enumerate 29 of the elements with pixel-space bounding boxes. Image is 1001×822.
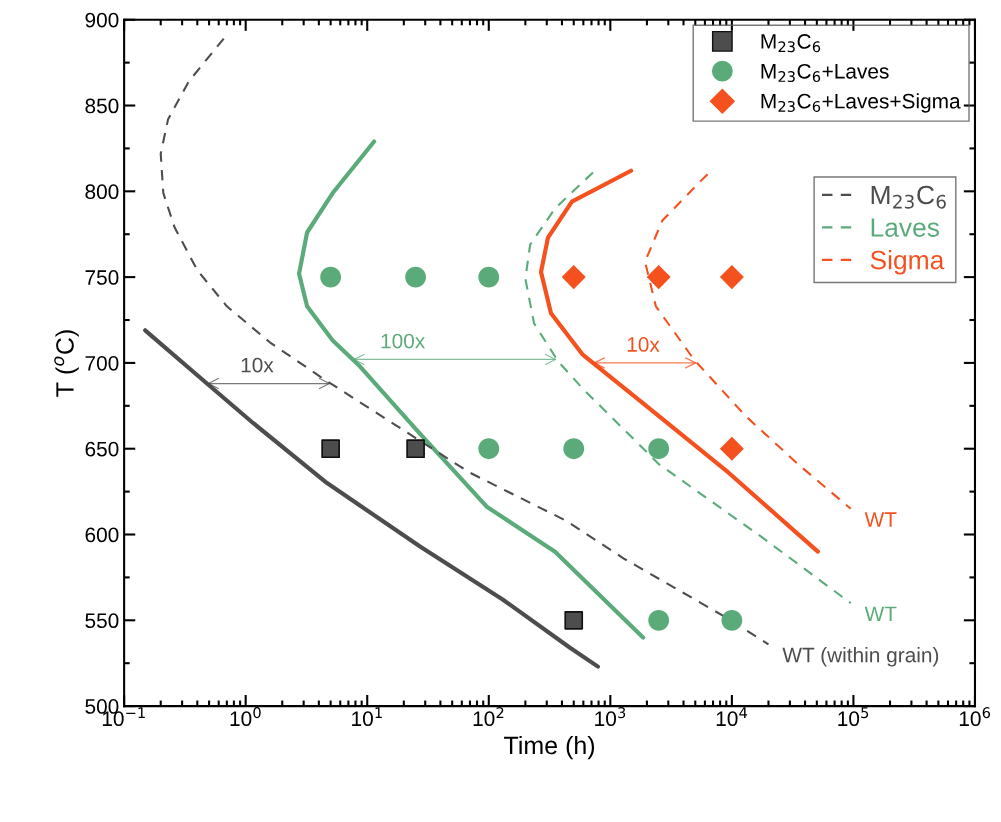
annotation: WT (within grain) — [782, 647, 939, 667]
legend-label: Laves — [871, 218, 939, 237]
y-axis-title: T ($^{o}$C) — [54, 330, 79, 397]
x-axis-title: Time (h) — [504, 735, 595, 760]
legend-label: M$_{23}$C$_{6}$+Laves — [761, 63, 889, 83]
y-tick-label: 850 — [85, 98, 119, 114]
x-tick-label: 10$^{6}$ — [959, 707, 991, 727]
x-tick-label: 10$^{1}$ — [352, 707, 382, 727]
y-tick-label: 600 — [85, 527, 119, 543]
legend-label: M$_{23}$C$_{6}$ — [871, 185, 946, 209]
y-tick-label: 650 — [85, 441, 119, 457]
y-tick-label: 700 — [85, 355, 119, 371]
legend-label: M$_{23}$C$_{6}$ — [761, 34, 821, 53]
x-tick-label: 10$^{2}$ — [473, 707, 504, 727]
annotation: 100x — [381, 333, 425, 349]
annotation: 10x — [241, 357, 274, 373]
y-tick-label: 900 — [85, 12, 119, 28]
y-tick-label: 750 — [85, 270, 119, 285]
x-tick-label: 10$^{0}$ — [230, 707, 261, 727]
annotation: WT — [864, 606, 897, 622]
legend-label: M$_{23}$C$_{6}$+Laves+Sigma — [761, 93, 961, 113]
x-tick-label: 10$^{3}$ — [595, 707, 626, 727]
x-tick-label: 10$^{5}$ — [838, 707, 869, 727]
y-tick-label: 550 — [85, 613, 119, 629]
annotation: WT — [864, 512, 897, 527]
legend-label: Sigma — [870, 250, 945, 275]
annotation: 10x — [627, 337, 660, 352]
y-tick-label: 800 — [85, 184, 119, 200]
x-tick-label: 10$^{4}$ — [716, 707, 748, 727]
